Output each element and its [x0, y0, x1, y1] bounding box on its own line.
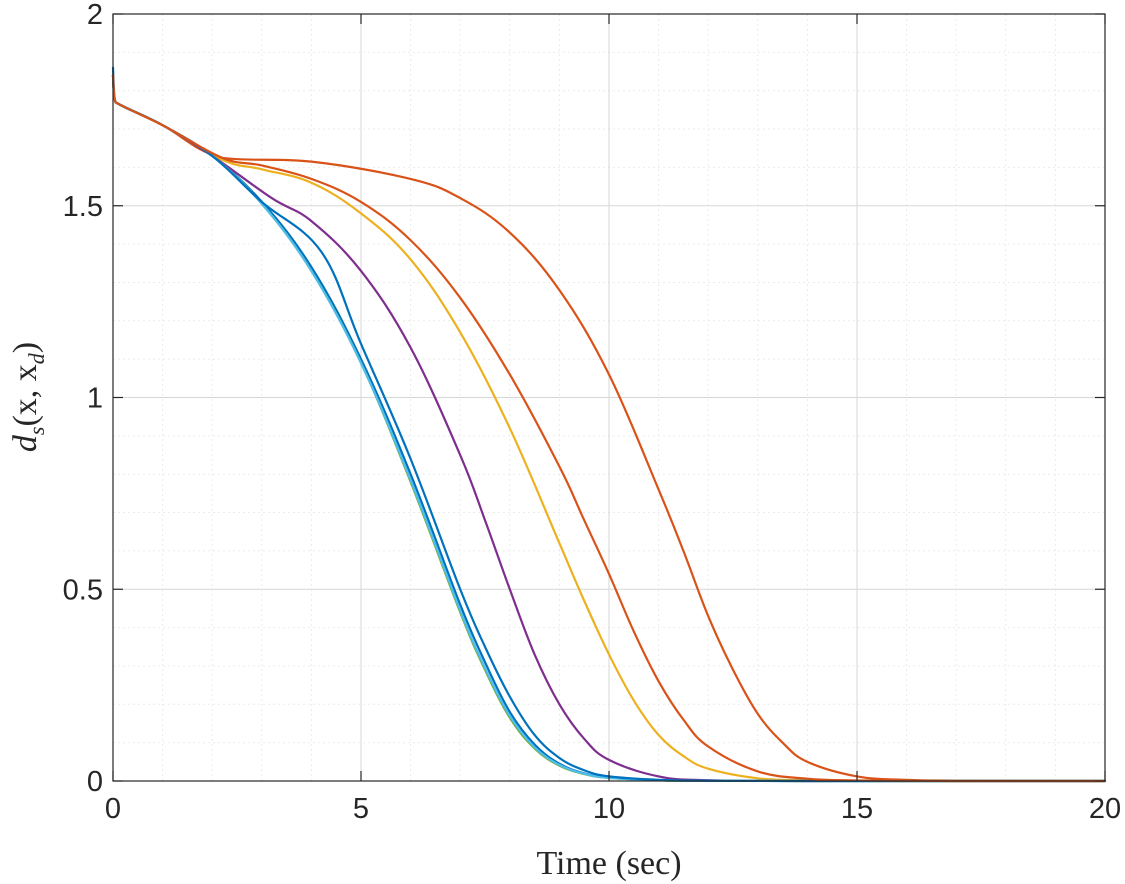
- x-tick-label: 5: [353, 793, 369, 825]
- x-tick-label: 20: [1089, 793, 1121, 825]
- y-axis-label: ds(x, xd): [7, 342, 49, 452]
- y-label-args: (x, x: [7, 364, 44, 426]
- line-series-8: [111, 74, 1107, 783]
- x-axis-label: Time (sec): [536, 845, 681, 882]
- y-tick-labels: 0 0.5 1 1.5 2: [63, 0, 103, 798]
- tick-marks: [112, 13, 1106, 782]
- y-tick-label: 1: [87, 383, 103, 415]
- y-label-d: d: [7, 434, 44, 452]
- x-tick-label: 0: [105, 793, 121, 825]
- x-tick-label: 15: [841, 793, 873, 825]
- x-tick-labels: 0 5 10 15 20: [105, 793, 1121, 825]
- y-label-close: ): [7, 342, 44, 353]
- x-tick-label: 10: [593, 793, 625, 825]
- y-tick-label: 0: [87, 766, 103, 798]
- y-label-argsub: d: [24, 352, 49, 364]
- y-tick-label: 1.5: [63, 191, 103, 223]
- y-tick-label: 0.5: [63, 574, 103, 606]
- y-tick-label: 2: [87, 0, 103, 31]
- y-label-sub: s: [24, 427, 49, 436]
